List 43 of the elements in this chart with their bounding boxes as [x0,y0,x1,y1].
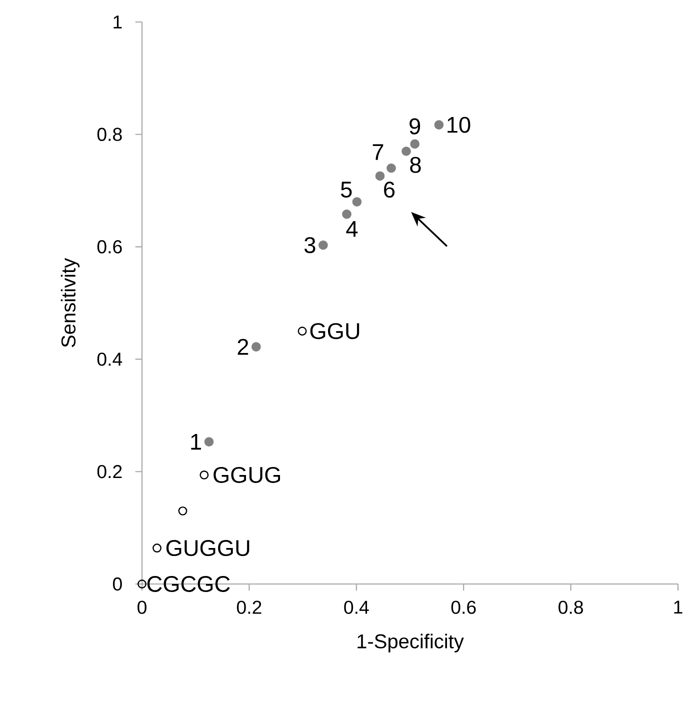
annotation: 9 [410,118,420,134]
point [318,240,328,250]
point [375,171,385,181]
annotation: 1 [191,434,201,450]
point [138,580,146,588]
annotation: 7 [372,144,384,160]
point [251,342,261,352]
x-tick-label: 0 [138,600,146,614]
point [386,163,396,173]
x-tick-label: 0.2 [236,600,262,614]
annotation: CGCGC [147,576,230,592]
point [352,197,362,207]
point [298,326,307,336]
annotation: GGUG [214,466,280,483]
point [402,146,411,156]
annotation: 3 [304,237,316,254]
y-tick-label: 0 [112,577,122,591]
x-axis-title: 1-Specificity [358,634,464,652]
y-tick-label: 0.4 [97,352,122,366]
point [152,544,162,552]
annotation: 10 [448,116,470,133]
point [204,437,214,446]
x-tick-label: 0.4 [344,600,369,614]
annotation: 2 [238,338,248,355]
annotation: 8 [410,156,421,173]
point [342,210,352,219]
y-tick-label: 0.8 [97,128,122,142]
y-axis-title: Sensitivity [60,258,80,348]
x-tick-label: 0.8 [558,600,583,614]
point [200,470,209,480]
x-tick-label: 1 [674,600,682,614]
annotation: 6 [384,182,395,198]
y-tick-label: 0.2 [97,464,122,478]
y-tick-label: 1 [114,16,122,28]
annotation: GGU [310,323,360,340]
point [410,139,420,149]
x-tick-label: 0.6 [451,600,476,614]
point [178,506,188,516]
annotation: 5 [340,182,352,198]
annotation: GUGGU [166,540,250,556]
annotation: 4 [346,221,358,237]
y-tick-label: 0.6 [97,240,122,254]
point [434,120,444,130]
